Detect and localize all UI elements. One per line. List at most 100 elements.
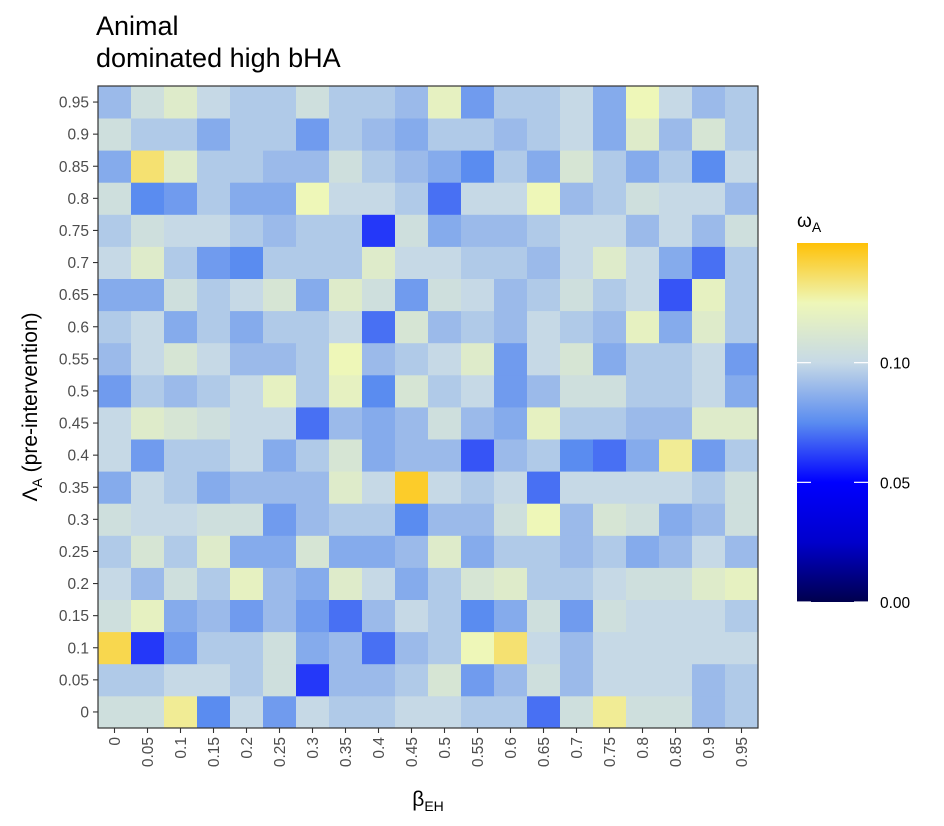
y-tick-label: 0.9 — [67, 127, 89, 144]
heatmap-cell — [362, 599, 396, 633]
heatmap-cell — [659, 214, 693, 247]
heatmap-cell — [725, 342, 759, 376]
y-tick-label: 0.45 — [59, 416, 89, 433]
heatmap-cell — [593, 86, 627, 119]
heatmap-cell — [626, 663, 660, 697]
heatmap-cell — [329, 342, 363, 376]
heatmap-cell — [593, 246, 627, 279]
heatmap-cell — [626, 471, 660, 504]
y-tick-label: 0 — [80, 704, 89, 721]
heatmap-cell — [98, 374, 132, 408]
heatmap-cell — [461, 631, 495, 665]
heatmap-cell — [362, 310, 396, 344]
heatmap-cell — [98, 599, 132, 633]
heatmap-cell — [395, 150, 429, 183]
heatmap-cell — [626, 246, 660, 279]
y-tick-label: 0.8 — [67, 191, 89, 208]
x-tick-label: 0.55 — [470, 737, 487, 767]
y-tick-label: 0.85 — [59, 159, 89, 176]
heatmap-cell — [98, 535, 132, 568]
heatmap-cell — [296, 503, 330, 536]
heatmap-cell — [164, 246, 198, 279]
heatmap-cell — [395, 631, 429, 665]
heatmap-cell — [362, 631, 396, 665]
heatmap-cell — [395, 535, 429, 568]
heatmap-cell — [164, 695, 198, 729]
heatmap-cell — [560, 246, 594, 279]
heatmap-cell — [659, 695, 693, 729]
heatmap-cell — [428, 631, 462, 665]
heatmap-cell — [197, 150, 231, 183]
heatmap-cell — [560, 503, 594, 536]
heatmap-cell — [164, 86, 198, 119]
legend-ticks: 0.00 0.05 0.10 — [797, 356, 911, 612]
heatmap-cell — [131, 182, 165, 215]
heatmap-cell — [428, 374, 462, 408]
y-tick-label: 0.95 — [59, 95, 89, 112]
heatmap-cell — [560, 663, 594, 697]
heatmap-cell — [230, 246, 264, 279]
heatmap-cell — [626, 535, 660, 568]
heatmap-cell — [725, 278, 759, 312]
heatmap-cell — [428, 150, 462, 183]
heatmap-cell — [197, 439, 231, 472]
heatmap-cell — [659, 182, 693, 215]
heatmap-cell — [593, 663, 627, 697]
legend-break-label: 0.05 — [880, 475, 910, 492]
heatmap-cell — [692, 374, 726, 408]
heatmap-cell — [263, 246, 297, 279]
heatmap-cell — [659, 631, 693, 665]
y-tick-label: 0.65 — [59, 287, 89, 304]
heatmap-cell — [527, 86, 561, 119]
x-tick-label: 0.65 — [536, 737, 553, 767]
heatmap-cell — [197, 407, 231, 440]
x-axis-title-main: β — [412, 788, 424, 811]
heatmap-cell — [527, 118, 561, 151]
heatmap-cell — [329, 150, 363, 183]
heatmap-cell — [164, 535, 198, 568]
heatmap-cell — [692, 663, 726, 697]
heatmap-cell — [131, 439, 165, 472]
heatmap-cell — [296, 182, 330, 215]
heatmap-cell — [230, 342, 264, 376]
heatmap-cell — [329, 471, 363, 504]
heatmap-cell — [296, 374, 330, 408]
heatmap-cell — [560, 631, 594, 665]
heatmap-cell — [494, 246, 528, 279]
heatmap-cell — [461, 471, 495, 504]
heatmap-cell — [164, 407, 198, 440]
heatmap-cell — [428, 695, 462, 729]
heatmap-cell — [428, 214, 462, 247]
heatmap-cell — [395, 503, 429, 536]
heatmap-cell — [461, 663, 495, 697]
heatmap-cell — [296, 86, 330, 119]
heatmap-cell — [527, 310, 561, 344]
heatmap-cell — [296, 471, 330, 504]
y-axis-title-sub: A — [29, 478, 45, 488]
heatmap-cell — [428, 471, 462, 504]
heatmap-cell — [494, 471, 528, 504]
y-tick-label: 0.15 — [59, 608, 89, 625]
heatmap-cell — [296, 246, 330, 279]
heatmap-cell — [395, 246, 429, 279]
heatmap-cell — [395, 407, 429, 440]
heatmap-cell — [395, 214, 429, 247]
heatmap-cell — [593, 182, 627, 215]
heatmap-cell — [131, 310, 165, 344]
y-tick-label: 0.55 — [59, 351, 89, 368]
heatmap-cell — [494, 86, 528, 119]
heatmap-cell — [197, 663, 231, 697]
heatmap-cell — [296, 631, 330, 665]
heatmap-cell — [263, 118, 297, 151]
heatmap-cell — [626, 599, 660, 633]
heatmap-cell — [461, 118, 495, 151]
heatmap-cell — [230, 567, 264, 600]
heatmap-cell — [494, 150, 528, 183]
x-tick-label: 0.95 — [734, 737, 751, 767]
heatmap-cell — [494, 631, 528, 665]
heatmap-cell — [263, 150, 297, 183]
heatmap-cell — [98, 182, 132, 215]
heatmap-cell — [197, 374, 231, 408]
heatmap-cell — [494, 535, 528, 568]
heatmap-cell — [362, 567, 396, 600]
